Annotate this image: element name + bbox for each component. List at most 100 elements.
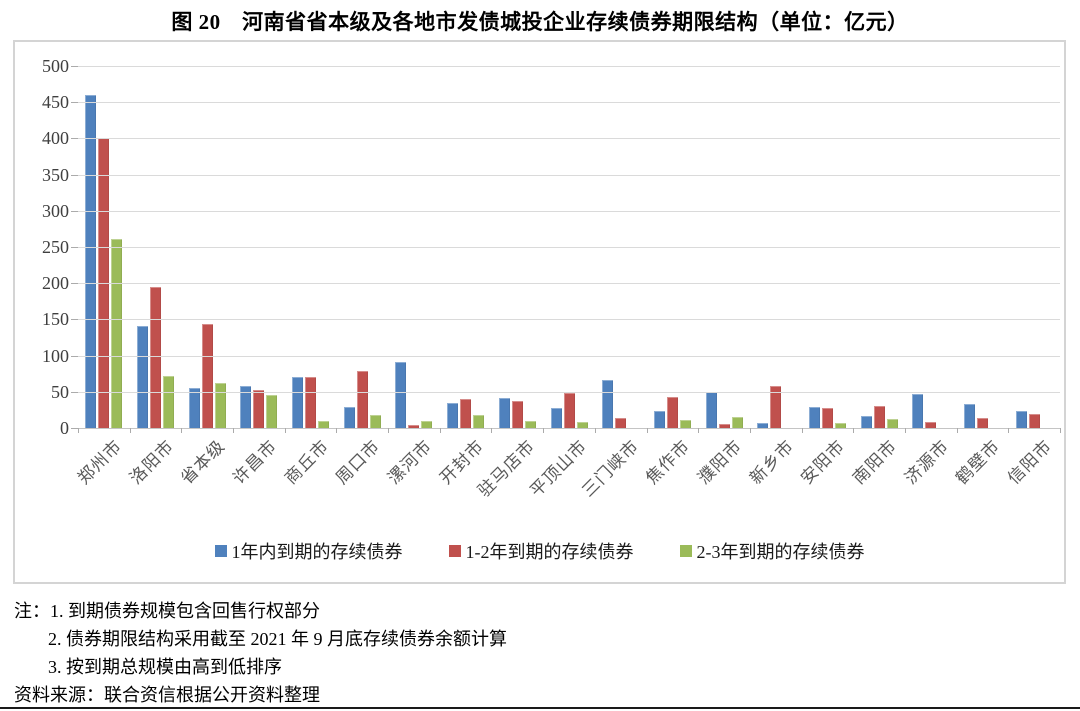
y-axis-label: 400 (42, 128, 69, 149)
bar-1年内到期的存续债券-省本级 (188, 388, 200, 428)
bar-1年内到期的存续债券-三门峡市 (602, 379, 614, 428)
y-axis-tick (71, 428, 78, 429)
y-axis-label: 500 (42, 56, 69, 76)
bar-group-濮阳市 (698, 66, 750, 428)
legend-swatch-icon (679, 545, 692, 557)
y-axis-tick (71, 210, 78, 212)
bar-2-3年到期的存续债券-平顶山市 (576, 422, 588, 428)
x-axis-tick (853, 428, 854, 433)
bar-group-信阳市 (1008, 66, 1060, 428)
chart-title: 图 20 河南省省本级及各地市发债城投企业存续债券期限结构（单位：亿元） (171, 10, 909, 34)
legend-label: 1-2年到期的存续债券 (465, 542, 634, 562)
bar-1-2年到期的存续债券-平顶山市 (563, 392, 575, 428)
x-axis-label: 信阳市 (1004, 436, 1056, 488)
x-axis-tick (440, 428, 441, 433)
y-axis-tick (71, 174, 78, 176)
bar-1-2年到期的存续债券-濮阳市 (718, 424, 730, 428)
y-axis-tick (71, 391, 78, 393)
gridline (78, 66, 1060, 67)
x-axis-label: 许昌市 (228, 436, 281, 488)
y-axis-label: 300 (42, 200, 69, 221)
bar-1年内到期的存续债券-商丘市 (292, 377, 304, 428)
x-axis-tick (181, 428, 182, 433)
bar-group-平顶山市 (543, 66, 595, 428)
bar-1-2年到期的存续债券-信阳市 (1028, 413, 1040, 428)
x-axis-label: 省本级 (177, 436, 229, 488)
bar-2-3年到期的存续债券-濮阳市 (731, 417, 743, 428)
chart-legend: 1年内到期的存续债券 1-2年到期的存续债券 2-3年到期的存续债券 (15, 538, 1064, 564)
y-axis-tick (71, 66, 78, 67)
bottom-divider (0, 707, 1080, 709)
x-axis-label: 鹤壁市 (952, 436, 1005, 488)
bar-1-2年到期的存续债券-新乡市 (770, 386, 782, 428)
x-axis-tick (543, 428, 544, 433)
bar-1-2年到期的存续债券-许昌市 (253, 390, 265, 428)
gridline (78, 283, 1060, 285)
y-axis-label: 50 (51, 381, 69, 402)
legend-label: 2-3年到期的存续债券 (696, 542, 865, 562)
bar-2-3年到期的存续债券-开封市 (473, 414, 485, 428)
y-axis-tick (71, 319, 78, 321)
x-axis-tick (285, 428, 286, 433)
bar-1-2年到期的存续债券-周口市 (356, 370, 368, 428)
gridline (78, 391, 1060, 393)
note-1: 注：1. 到期债券规模包含回售行权部分 (14, 601, 320, 621)
note-2: 2. 债券期限结构采用截至 2021 年 9 月底存续债券余额计算 (48, 629, 507, 649)
gridline (78, 319, 1060, 321)
legend-item-1: 1年内到期的存续债券 (214, 538, 403, 564)
x-axis-tick (336, 428, 337, 433)
x-axis-label: 周口市 (332, 436, 384, 488)
x-axis-tick (388, 428, 389, 433)
bar-2-3年到期的存续债券-驻马店市 (524, 421, 536, 428)
bar-1年内到期的存续债券-安阳市 (808, 407, 820, 428)
legend-swatch-icon (214, 545, 227, 557)
gridline (78, 174, 1060, 176)
legend-label: 1年内到期的存续债券 (231, 542, 403, 562)
bar-2-3年到期的存续债券-南阳市 (886, 419, 898, 428)
bar-group-省本级 (181, 66, 233, 428)
bar-1年内到期的存续债券-信阳市 (1015, 411, 1027, 428)
bar-group-漯河市 (388, 66, 440, 428)
gridline (78, 355, 1060, 357)
y-axis-label: 100 (42, 345, 69, 366)
bar-1年内到期的存续债券-开封市 (447, 402, 459, 428)
x-axis-tick (905, 428, 906, 433)
bar-group-济源市 (905, 66, 957, 428)
bar-1年内到期的存续债券-郑州市 (85, 94, 97, 428)
bar-group-三门峡市 (595, 66, 647, 428)
x-axis-label: 安阳市 (797, 436, 850, 488)
source-line: 资料来源：联合资信根据公开资料整理 (14, 685, 320, 705)
bar-group-洛阳市 (130, 66, 182, 428)
legend-item-3: 2-3年到期的存续债券 (679, 538, 865, 564)
bar-1-2年到期的存续债券-济源市 (925, 422, 937, 428)
bar-1年内到期的存续债券-濮阳市 (705, 391, 717, 428)
bar-2-3年到期的存续债券-安阳市 (834, 422, 846, 428)
bar-2-3年到期的存续债券-省本级 (214, 383, 226, 428)
gridline (78, 138, 1060, 140)
bar-group-开封市 (440, 66, 492, 428)
y-axis-label: 150 (42, 309, 69, 330)
x-axis-tick (647, 428, 648, 433)
bar-1年内到期的存续债券-洛阳市 (137, 325, 149, 428)
bar-1-2年到期的存续债券-安阳市 (821, 408, 833, 428)
x-axis-tick (957, 428, 958, 433)
y-axis-tick (71, 283, 78, 285)
bar-1年内到期的存续债券-驻马店市 (498, 397, 510, 428)
x-axis-label: 焦作市 (642, 436, 695, 488)
y-axis-label: 250 (42, 237, 69, 257)
bar-1-2年到期的存续债券-三门峡市 (615, 417, 627, 428)
bar-1年内到期的存续债券-南阳市 (860, 416, 872, 428)
bar-1-2年到期的存续债券-南阳市 (873, 405, 885, 428)
note-3: 3. 按到期总规模由高到低排序 (48, 657, 282, 677)
x-axis-label: 南阳市 (849, 436, 901, 488)
x-axis-tick (491, 428, 492, 433)
x-axis-tick (78, 428, 79, 433)
bar-group-周口市 (336, 66, 388, 428)
x-axis-label: 郑州市 (73, 436, 126, 488)
x-axis-tick (233, 428, 234, 433)
bar-2-3年到期的存续债券-许昌市 (266, 395, 278, 428)
bar-1年内到期的存续债券-平顶山市 (550, 408, 562, 428)
y-axis-tick (71, 355, 78, 357)
x-axis-label: 商丘市 (280, 436, 333, 488)
bar-group-焦作市 (647, 66, 699, 428)
